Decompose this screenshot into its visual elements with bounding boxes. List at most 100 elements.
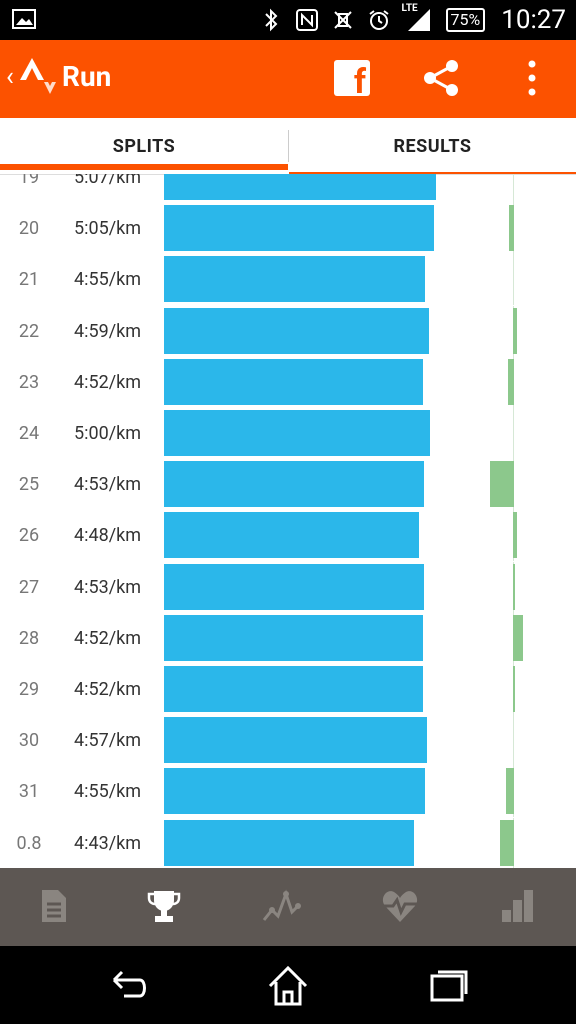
splits-list[interactable]: 19 5:07/km 20 5:05/km 21 4:55/km 22 4:59/km 23 4:… (0, 174, 576, 868)
split-pace: 4:57/km (74, 730, 142, 752)
share-icon[interactable] (422, 58, 462, 98)
split-number: 0.8 (16, 832, 42, 854)
split-pace: 4:43/km (74, 832, 142, 854)
bluetooth-icon (258, 7, 284, 33)
split-number: 25 (18, 474, 40, 496)
app-bar: ‹ Run f (0, 40, 576, 118)
split-pace: 5:00/km (74, 423, 142, 444)
pace-bar (164, 256, 425, 303)
elevation-bar (490, 461, 514, 508)
split-number: 28 (18, 627, 40, 649)
elevation-axis (513, 174, 514, 203)
analysis-chart-icon[interactable] (262, 886, 302, 926)
pace-bar (164, 512, 419, 559)
split-number: 29 (18, 679, 40, 700)
trophy-icon[interactable] (144, 886, 184, 926)
split-number: 27 (18, 576, 40, 598)
pace-bar (164, 461, 424, 508)
elevation-bar (513, 307, 517, 354)
image-icon (12, 8, 38, 32)
split-row: 27 4:53/km (0, 561, 576, 613)
split-number: 20 (18, 218, 40, 240)
split-number: 31 (18, 781, 40, 803)
heart-rate-icon[interactable] (380, 886, 420, 926)
facebook-icon[interactable]: f (334, 60, 370, 102)
split-row: 23 4:52/km (0, 356, 576, 408)
signal-icon: LTE (402, 3, 436, 33)
elevation-bar (513, 563, 515, 610)
tab-indicator (0, 164, 288, 170)
battery-icon: 75% (445, 8, 486, 32)
split-row: 24 5:00/km (0, 408, 576, 459)
strava-logo-icon[interactable] (18, 54, 56, 104)
split-row: 30 4:57/km (0, 715, 576, 767)
elevation-bar (513, 614, 523, 661)
split-row: 29 4:52/km (0, 664, 576, 715)
tab-underline (289, 172, 576, 174)
pace-bar (164, 410, 430, 456)
elevation-bar (513, 512, 517, 559)
clock: 10:27 (501, 5, 566, 35)
split-number: 26 (18, 525, 40, 547)
network-label: LTE (401, 3, 418, 14)
status-bar: LTE 75% 10:27 (0, 0, 576, 40)
split-number: 19 (18, 174, 40, 188)
tab-splits[interactable]: SPLITS (112, 135, 176, 157)
pace-bar (164, 717, 427, 764)
nfc-icon (294, 7, 320, 33)
pace-bar (164, 358, 423, 405)
split-number: 23 (18, 371, 40, 393)
split-pace: 4:53/km (74, 474, 142, 496)
split-row: 19 5:07/km (0, 174, 576, 203)
overview-document-icon[interactable] (34, 886, 74, 926)
back-chevron-icon[interactable]: ‹ (6, 62, 14, 92)
vibrate-icon (330, 7, 356, 33)
split-number: 30 (18, 730, 40, 752)
pace-bar (164, 563, 424, 610)
elevation-axis (513, 715, 514, 767)
split-pace: 4:59/km (74, 320, 142, 342)
alarm-icon (366, 7, 392, 33)
elevation-bar (508, 358, 514, 405)
tab-divider (288, 130, 289, 162)
elevation-bar (506, 768, 514, 815)
pace-bar (164, 614, 423, 661)
split-pace: 5:05/km (74, 218, 142, 240)
bottom-nav (0, 868, 576, 946)
pace-bar (164, 666, 423, 712)
split-pace: 4:52/km (74, 679, 142, 700)
split-pace: 4:55/km (74, 269, 142, 291)
split-row: 28 4:52/km (0, 612, 576, 664)
split-number: 21 (18, 269, 40, 291)
pace-bar (164, 768, 425, 815)
split-pace: 4:53/km (74, 576, 142, 598)
tab-results[interactable]: RESULTS (393, 135, 472, 157)
back-icon[interactable] (106, 964, 150, 1008)
home-icon[interactable] (266, 964, 310, 1008)
split-row: 21 4:55/km (0, 254, 576, 306)
elevation-bar (513, 666, 515, 712)
elevation-bar (509, 205, 514, 252)
split-pace: 4:52/km (74, 627, 142, 649)
pace-bar (164, 205, 434, 252)
split-pace: 4:48/km (74, 525, 142, 547)
battery-label: 75% (450, 10, 481, 29)
split-pace: 4:55/km (74, 781, 142, 803)
elevation-bar (500, 819, 514, 866)
system-nav-bar (0, 946, 576, 1024)
more-vert-icon[interactable] (522, 58, 542, 98)
split-row: 0.8 4:43/km (0, 817, 576, 868)
bar-chart-icon[interactable] (498, 886, 538, 926)
pace-bar (164, 819, 414, 866)
split-number: 24 (18, 423, 40, 444)
pace-bar (164, 307, 429, 354)
recents-icon[interactable] (426, 964, 470, 1008)
split-row: 20 5:05/km (0, 203, 576, 255)
elevation-axis (513, 254, 514, 306)
split-number: 22 (18, 320, 40, 342)
split-row: 26 4:48/km (0, 510, 576, 562)
page-title: Run (62, 60, 112, 93)
elevation-axis (513, 408, 514, 459)
split-row: 31 4:55/km (0, 766, 576, 818)
pace-bar (164, 174, 436, 200)
